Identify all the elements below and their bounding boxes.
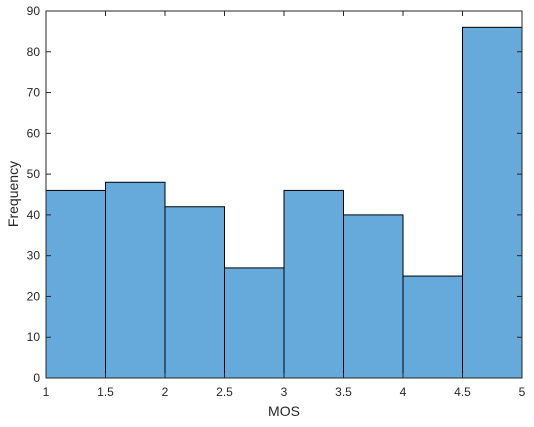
- histogram-bar: [283, 189, 344, 379]
- histogram-bar: [224, 267, 285, 379]
- y-tick-label: 40: [27, 208, 41, 222]
- x-tick-label: 1: [43, 385, 50, 399]
- y-tick-label: 20: [27, 289, 41, 303]
- histogram-bar: [402, 275, 463, 379]
- histogram-bar: [45, 189, 106, 379]
- x-tick-label: 4: [400, 385, 407, 399]
- x-tick-label: 3: [281, 385, 288, 399]
- x-axis: 1 1.5 2 2.5 3 3.5 4 4.5 5: [43, 11, 526, 399]
- y-axis: 0 10 20 30 40 50 60 70 80 90: [27, 4, 522, 385]
- y-tick-label: 10: [27, 330, 41, 344]
- x-tick-label: 4.5: [454, 385, 471, 399]
- y-tick-label: 60: [27, 126, 41, 140]
- histogram-bar: [462, 26, 523, 379]
- x-tick-label: 5: [519, 385, 526, 399]
- histogram-bar: [164, 206, 225, 379]
- y-tick-label: 80: [27, 45, 41, 59]
- y-tick-label: 0: [33, 371, 40, 385]
- x-tick-label: 3.5: [335, 385, 352, 399]
- y-tick-label: 30: [27, 249, 41, 263]
- bars-group: [45, 26, 523, 379]
- y-tick-label: 70: [27, 86, 41, 100]
- y-tick-label: 50: [27, 167, 41, 181]
- histogram-bar: [343, 214, 404, 379]
- x-tick-label: 2: [162, 385, 169, 399]
- x-axis-label: MOS: [268, 403, 300, 419]
- x-tick-label: 1.5: [97, 385, 114, 399]
- y-axis-label: Frequency: [5, 161, 21, 227]
- histogram-bar: [105, 181, 166, 379]
- x-tick-label: 2.5: [216, 385, 233, 399]
- y-tick-label: 90: [27, 4, 41, 18]
